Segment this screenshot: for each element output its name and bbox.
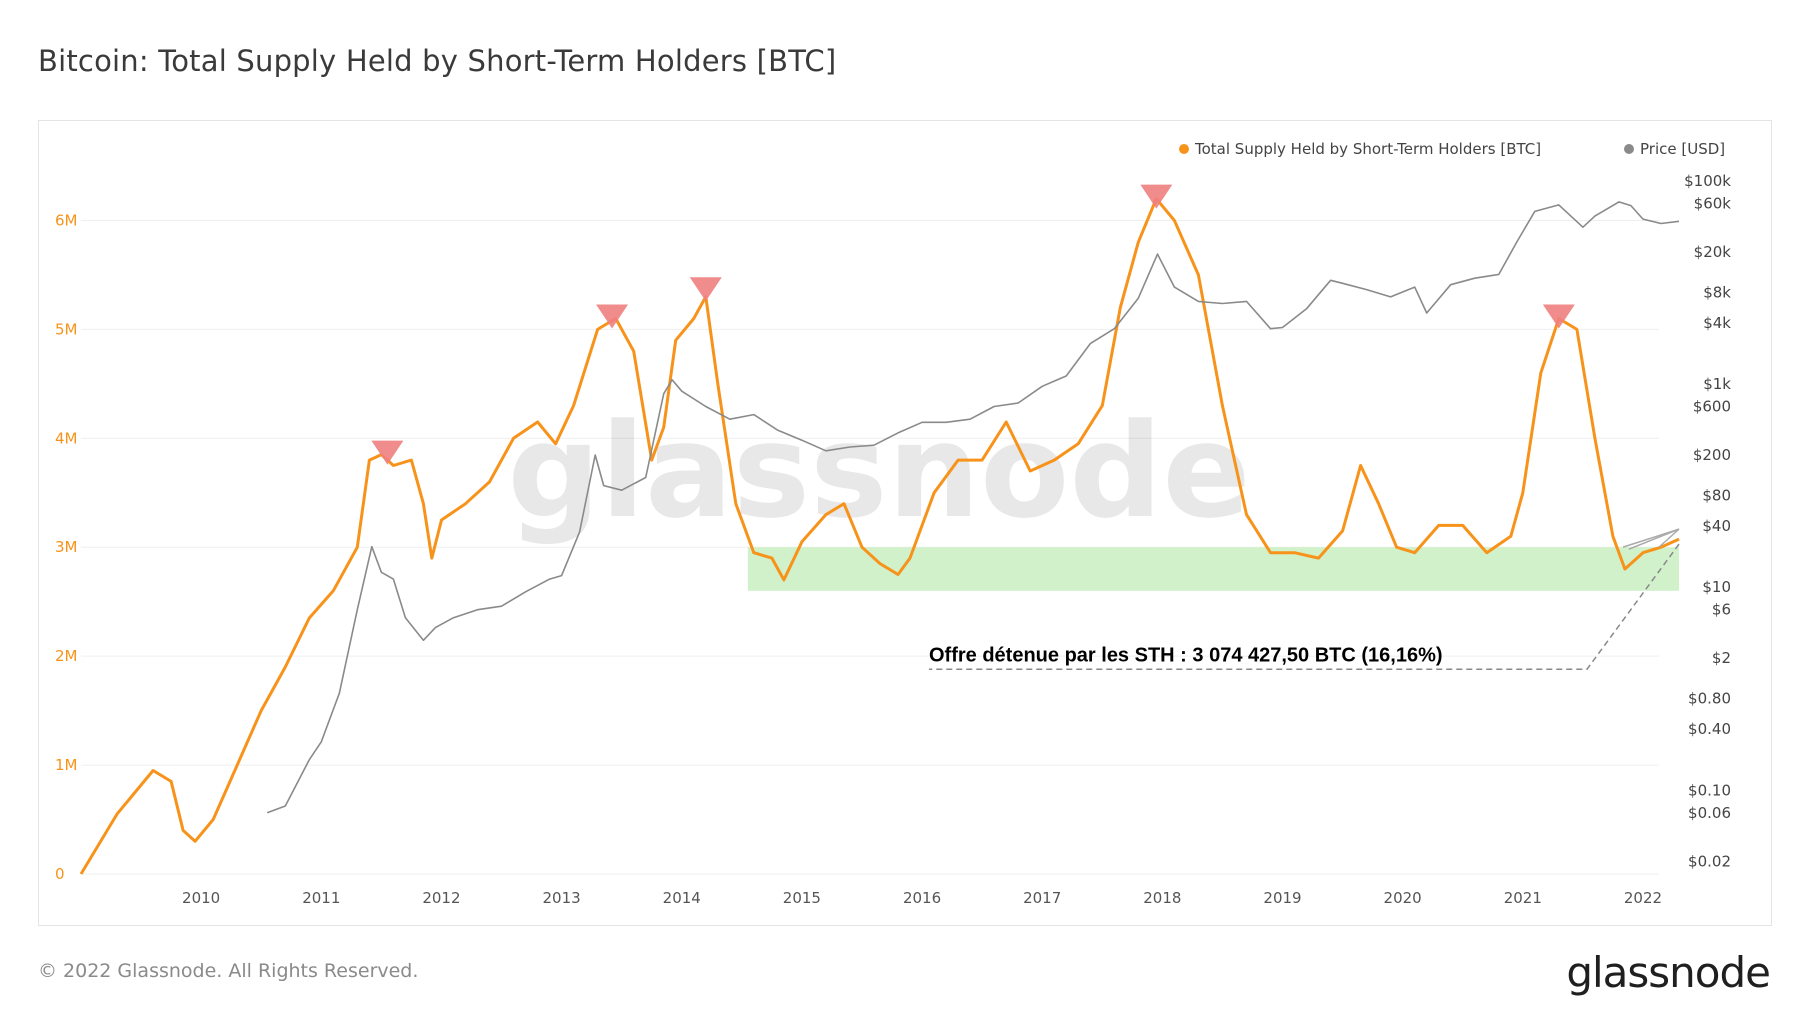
y-right-tick-label: $1k [1703,375,1731,393]
peak-marker [1542,304,1575,329]
chart-canvas: glassnode Offre détenue par les STH : 3 0… [55,140,1732,907]
legend-dot [1624,144,1634,154]
annotation-text: Offre détenue par les STH : 3 074 427,50… [929,645,1443,667]
price-line [266,201,1680,814]
watermark: glassnode [507,395,1250,547]
x-tick-label: 2015 [783,889,821,907]
x-tick-label: 2020 [1384,889,1422,907]
y-left-tick-label: 4M [55,429,78,447]
y-right-tick-label: $10 [1702,578,1731,596]
y-right-tick-label: $20k [1694,243,1732,261]
y-right-tick-label: $100k [1684,172,1731,190]
x-tick-label: 2017 [1023,889,1061,907]
y-right-tick-label: $0.02 [1688,852,1731,870]
y-right-tick-label: $60k [1694,194,1732,212]
legend-label: Price [USD] [1640,140,1725,158]
y-right-tick-label: $8k [1703,283,1731,301]
copyright-text: © 2022 Glassnode. All Rights Reserved. [38,960,419,982]
annotation-arrowhead [1622,528,1680,548]
x-tick-label: 2021 [1504,889,1542,907]
x-tick-label: 2016 [903,889,941,907]
annotation-leader [929,543,1680,670]
y-left-tick-label: 2M [55,647,78,665]
page-title: Bitcoin: Total Supply Held by Short-Term… [38,44,837,78]
peak-marker [371,440,404,465]
y-right-tick-label: $0.10 [1688,781,1731,799]
glassnode-logo: glassnode [1566,948,1771,997]
y-left-tick-label: 1M [55,756,78,774]
x-tick-label: 2010 [182,889,220,907]
peak-marker [689,277,722,302]
y-left-tick-label: 0 [55,865,65,883]
legend-label: Total Supply Held by Short-Term Holders … [1194,140,1541,158]
chart-panel: glassnode Offre détenue par les STH : 3 0… [38,120,1772,926]
y-right-tick-label: $600 [1693,398,1731,416]
x-tick-label: 2012 [422,889,460,907]
y-right-tick-label: $6 [1712,601,1731,619]
x-tick-label: 2022 [1624,889,1662,907]
sth-supply-line [79,197,1680,875]
y-left-tick-label: 5M [55,320,78,338]
y-left-tick-label: 6M [55,211,78,229]
peak-marker [596,304,629,329]
x-tick-label: 2014 [663,889,701,907]
x-tick-label: 2018 [1143,889,1181,907]
y-right-tick-label: $0.40 [1688,720,1731,738]
y-right-tick-label: $2 [1712,649,1731,667]
x-tick-label: 2019 [1263,889,1301,907]
y-right-tick-label: $4k [1703,314,1731,332]
x-tick-label: 2011 [302,889,340,907]
y-right-tick-label: $0.80 [1688,690,1731,708]
legend-dot [1179,144,1189,154]
y-left-tick-label: 3M [55,538,78,556]
y-right-tick-label: $80 [1702,486,1731,504]
peak-marker [1140,184,1173,209]
y-right-tick-label: $0.06 [1688,804,1731,822]
y-right-tick-label: $40 [1702,517,1731,535]
x-tick-label: 2013 [543,889,581,907]
y-right-tick-label: $200 [1693,446,1731,464]
